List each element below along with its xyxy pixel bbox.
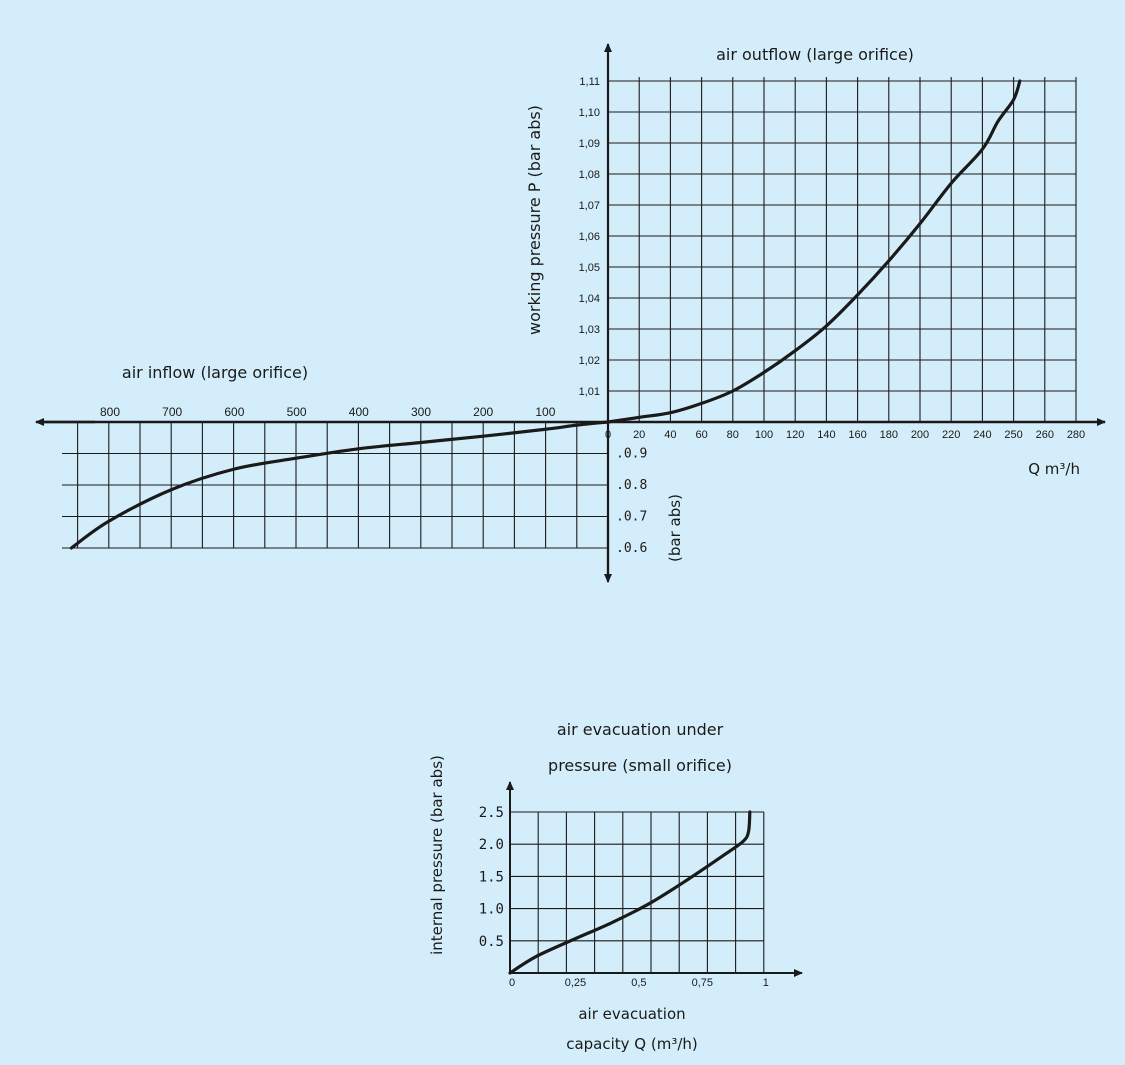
outflow-x-tick: 200 (911, 429, 929, 441)
axes (35, 43, 1106, 977)
outflow-y-tick: 1,09 (579, 138, 600, 150)
outflow-y-tick: 1,11 (579, 76, 600, 88)
inflow-y-tick: .0.8 (616, 478, 647, 493)
outflow-xlabel: Q m³/h (1028, 460, 1080, 478)
inflow-ylabel: (bar abs) (666, 494, 684, 562)
inflow-x-tick: 500 (287, 405, 307, 419)
outflow-y-tick: 1,08 (579, 169, 600, 181)
inflow-y-tick: .0.9 (616, 447, 647, 462)
inflow-x-tick: 400 (349, 405, 369, 419)
outflow-y-tick: 1,04 (579, 293, 600, 305)
outflow-ylabel: working pressure P (bar abs) (525, 105, 544, 335)
inflow-x-tick: 300 (411, 405, 431, 419)
evac-xlabel: air evacuation capacity Q (m³/h) (566, 1005, 698, 1053)
evac-x-tick: 1 (763, 977, 769, 989)
inflow-title: air inflow (large orifice) (122, 363, 308, 382)
evac-x-tick: 0 (509, 977, 515, 989)
outflow-x-tick: 180 (880, 429, 898, 441)
outflow-curve (606, 79, 1022, 424)
outflow-y-tick: 1,03 (579, 324, 600, 336)
evac-y-tick: 2.5 (479, 805, 504, 821)
outflow-y-tick: 1,10 (579, 107, 600, 119)
outflow-y-tick: 1,06 (579, 231, 600, 243)
evac-y-tick: 0.5 (479, 934, 504, 950)
outflow-x-tick: 140 (817, 429, 835, 441)
evac-x-tick: 0,5 (631, 977, 646, 989)
inflow-y-tick: .0.6 (616, 541, 647, 556)
outflow-x-tick: 260 (1036, 429, 1054, 441)
inflow-x-tick: 100 (535, 405, 555, 419)
outflow-x-tick: 80 (727, 429, 739, 441)
outflow-y-tick: 1,02 (579, 355, 600, 367)
outflow-x-tick: 40 (664, 429, 676, 441)
inflow-x-tick: 700 (162, 405, 182, 419)
evac-y-tick: 1.5 (479, 869, 504, 885)
evac-x-tick: 0,25 (565, 977, 586, 989)
evacuation-grid (510, 811, 765, 973)
outflow-x-tick: 60 (695, 429, 707, 441)
inflow-x-tick: 600 (224, 405, 244, 419)
outflow-y-tick: 1,05 (579, 262, 600, 274)
outflow-x-tick: 0 (605, 429, 611, 441)
evac-x-tick: 0,75 (692, 977, 713, 989)
outflow-x-tick: 160 (848, 429, 866, 441)
outflow-x-tick: 120 (786, 429, 804, 441)
outflow-x-tick: 20 (633, 429, 645, 441)
evac-y-tick: 2.0 (479, 837, 504, 853)
outflow-x-tick: 240 (973, 429, 991, 441)
inflow-curve (69, 420, 610, 550)
outflow-y-tick: 1,01 (579, 386, 600, 398)
outflow-title: air outflow (large orifice) (716, 45, 914, 64)
evac-y-tick: 1.0 (479, 902, 504, 918)
outflow-y-tick: 1,07 (579, 200, 600, 212)
evac-ylabel: internal pressure (bar abs) (428, 755, 446, 955)
inflow-x-tick: 800 (100, 405, 120, 419)
tick-labels: 0 20 40 60 80 100 120 140 160 180 200 220 240 250 260 2… (100, 76, 1085, 989)
curves (69, 79, 1022, 975)
outflow-x-tick: 100 (755, 429, 773, 441)
evac-title: air evacuation under pressure (small orif… (548, 720, 732, 775)
inflow-grid (62, 422, 608, 549)
outflow-grid (608, 77, 1077, 422)
evac-curve (508, 810, 752, 975)
inflow-x-tick: 200 (473, 405, 493, 419)
inflow-y-tick: .0.7 (616, 510, 647, 525)
outflow-x-tick: 280 (1067, 429, 1085, 441)
outflow-x-tick: 250 (1004, 429, 1022, 441)
outflow-x-tick: 220 (942, 429, 960, 441)
